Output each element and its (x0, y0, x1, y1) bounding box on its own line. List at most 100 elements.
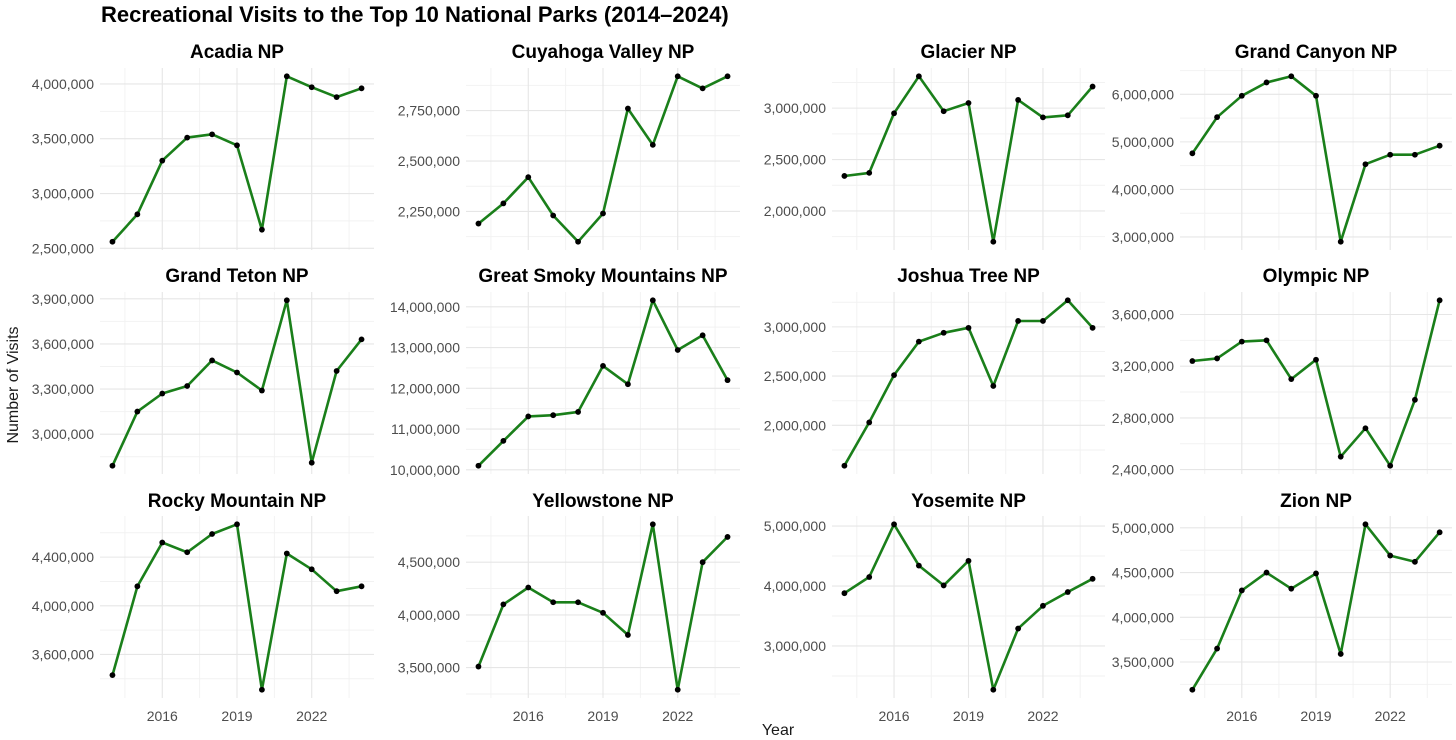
data-point (915, 562, 922, 569)
data-point (1387, 462, 1394, 469)
panel-title: Grand Teton NP (165, 266, 309, 287)
data-point (1089, 83, 1096, 90)
data-point (891, 521, 897, 528)
facet-joshua-tree-np: 2,000,000 2,500,000 3,000,000 Joshua Tree N… (764, 266, 1105, 474)
data-point (1040, 318, 1046, 324)
data-point (841, 462, 848, 469)
data-point (965, 557, 972, 564)
data-point (1313, 92, 1319, 99)
data-point (1064, 589, 1071, 595)
data-point (990, 238, 997, 245)
data-point (891, 372, 897, 379)
data-point (259, 226, 265, 233)
panel-title: Grand Canyon NP (1235, 42, 1398, 63)
x-tick-label: 2016 (513, 708, 544, 724)
data-point (283, 73, 290, 80)
y-tick-label: 14,000,000 (390, 299, 460, 315)
data-point (1189, 686, 1196, 693)
y-tick-label: 4,000,000 (398, 607, 460, 623)
data-point (1288, 73, 1295, 80)
y-tick-label: 2,500,000 (398, 153, 460, 169)
data-point (699, 332, 706, 339)
y-tick-label: 3,200,000 (1112, 358, 1174, 374)
x-tick-label: 2022 (296, 708, 327, 724)
data-point (625, 381, 631, 388)
data-point (1436, 142, 1443, 149)
x-tick-label: 2022 (662, 708, 693, 724)
y-tick-label: 3,500,000 (1112, 654, 1174, 670)
data-point (134, 408, 141, 415)
data-point (965, 100, 972, 106)
data-point (333, 94, 340, 100)
y-tick-label: 4,000,000 (764, 578, 826, 594)
data-point (1362, 425, 1369, 432)
y-tick-label: 4,000,000 (1112, 181, 1174, 197)
data-point (699, 559, 706, 566)
data-point (1089, 324, 1096, 331)
x-tick-label: 2022 (1027, 708, 1058, 724)
data-point (234, 521, 240, 528)
data-point (209, 131, 215, 138)
facet-grand-canyon-np: 3,000,000 4,000,000 5,000,000 6,000,000 Gran… (1112, 42, 1452, 250)
data-point (990, 383, 997, 389)
data-point (1238, 587, 1245, 594)
x-tick-label: 2016 (147, 708, 178, 724)
data-point (109, 238, 116, 245)
data-point (841, 173, 848, 179)
data-point (674, 73, 681, 80)
data-point (1313, 356, 1319, 363)
data-point (358, 583, 365, 590)
y-tick-label: 4,400,000 (32, 549, 94, 565)
data-point (475, 462, 482, 469)
data-point (866, 419, 873, 426)
data-point (209, 531, 215, 537)
data-point (550, 599, 557, 606)
data-point (1412, 558, 1418, 565)
y-tick-label: 4,500,000 (398, 554, 460, 570)
facet-rocky-mountain-np: 3,600,000 4,000,000 4,400,000 2016 2019 2022 R… (32, 491, 374, 724)
data-point (159, 390, 166, 397)
data-point (1362, 161, 1369, 168)
data-point (1189, 358, 1196, 364)
data-point (525, 413, 532, 420)
panel-title: Cuyahoga Valley NP (512, 42, 695, 63)
data-point (333, 368, 340, 374)
data-point (1387, 552, 1394, 559)
panel-title: Yosemite NP (911, 491, 1026, 512)
data-point (1263, 79, 1270, 86)
panel-title: Zion NP (1280, 491, 1352, 512)
data-point (1015, 625, 1022, 632)
x-tick-label: 2016 (878, 708, 909, 724)
data-point (649, 141, 656, 148)
data-point (724, 534, 731, 540)
data-point (1436, 297, 1443, 304)
y-tick-label: 3,000,000 (32, 426, 94, 442)
panel-title: Olympic NP (1263, 266, 1370, 287)
data-point (525, 584, 532, 591)
data-point (1313, 570, 1319, 577)
data-point (1214, 645, 1220, 652)
y-tick-label: 12,000,000 (390, 380, 460, 396)
data-point (475, 663, 482, 670)
data-point (234, 142, 240, 149)
data-point (1238, 338, 1245, 345)
y-tick-label: 4,000,000 (32, 598, 94, 614)
data-point (134, 211, 141, 218)
data-point (308, 459, 315, 466)
data-point (575, 238, 581, 245)
data-point (1263, 569, 1270, 576)
facet-grand-teton-np: 3,000,000 3,300,000 3,600,000 3,900,000 Gran… (32, 266, 374, 474)
data-point (550, 412, 557, 419)
data-point (500, 601, 507, 608)
data-point (965, 324, 972, 331)
data-point (625, 105, 631, 112)
data-point (1263, 337, 1270, 344)
y-tick-label: 2,500,000 (764, 152, 826, 168)
y-tick-label: 5,000,000 (1112, 520, 1174, 536)
panel-title: Yellowstone NP (532, 491, 674, 512)
y-tick-label: 3,000,000 (764, 638, 826, 654)
data-point (1412, 396, 1418, 403)
data-point (500, 200, 507, 207)
data-point (358, 85, 365, 92)
panel-title: Rocky Mountain NP (148, 491, 327, 512)
